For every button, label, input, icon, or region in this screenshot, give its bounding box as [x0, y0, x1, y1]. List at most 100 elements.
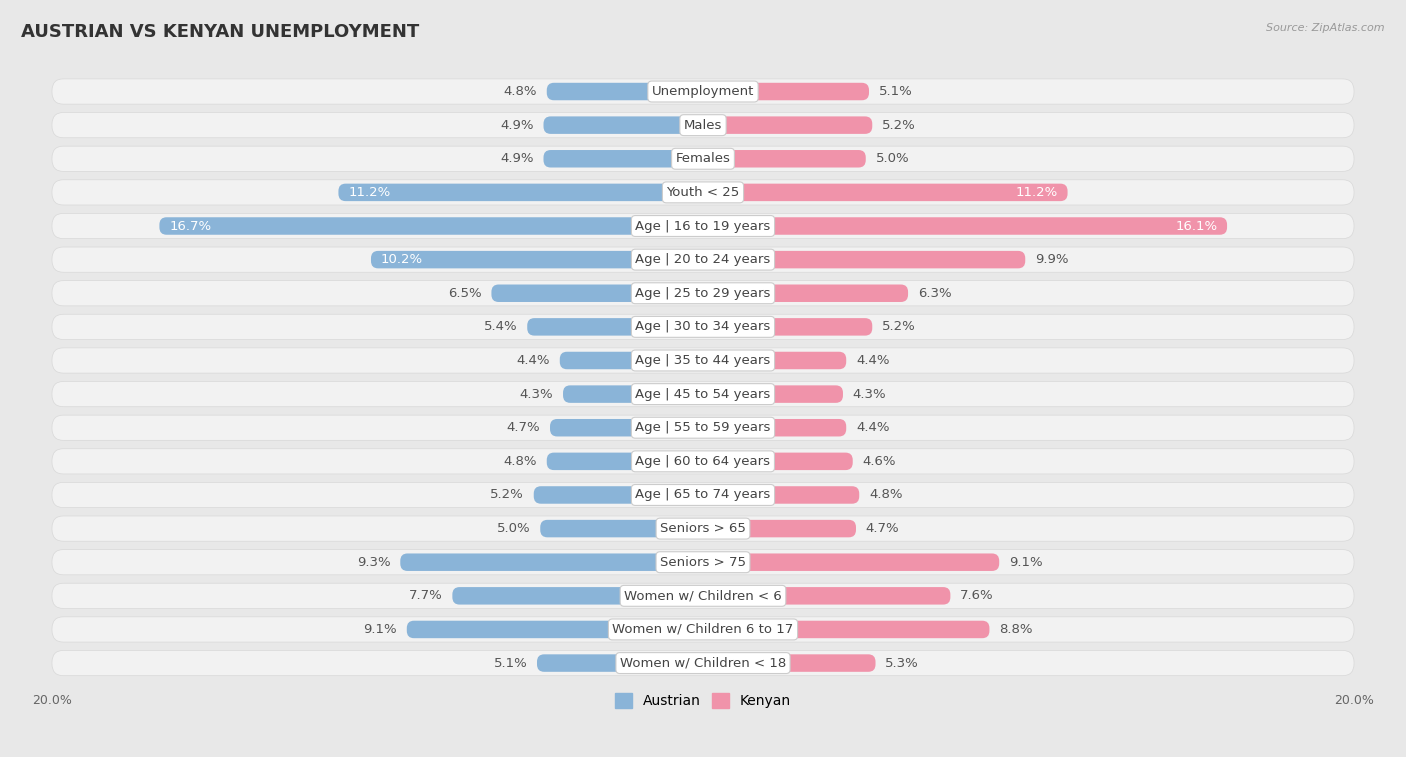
FancyBboxPatch shape: [52, 449, 1354, 474]
FancyBboxPatch shape: [371, 251, 703, 269]
FancyBboxPatch shape: [52, 179, 1354, 205]
Text: Unemployment: Unemployment: [652, 85, 754, 98]
Text: 5.2%: 5.2%: [491, 488, 524, 501]
Legend: Austrian, Kenyan: Austrian, Kenyan: [610, 688, 796, 714]
FancyBboxPatch shape: [406, 621, 703, 638]
FancyBboxPatch shape: [339, 184, 703, 201]
FancyBboxPatch shape: [52, 382, 1354, 407]
Text: 16.1%: 16.1%: [1175, 220, 1218, 232]
FancyBboxPatch shape: [52, 79, 1354, 104]
Text: Age | 65 to 74 years: Age | 65 to 74 years: [636, 488, 770, 501]
Text: Seniors > 65: Seniors > 65: [659, 522, 747, 535]
FancyBboxPatch shape: [52, 583, 1354, 609]
Text: Age | 35 to 44 years: Age | 35 to 44 years: [636, 354, 770, 367]
FancyBboxPatch shape: [703, 217, 1227, 235]
FancyBboxPatch shape: [52, 482, 1354, 508]
FancyBboxPatch shape: [703, 385, 844, 403]
FancyBboxPatch shape: [52, 415, 1354, 441]
FancyBboxPatch shape: [537, 654, 703, 671]
FancyBboxPatch shape: [562, 385, 703, 403]
Text: 10.2%: 10.2%: [381, 253, 423, 266]
Text: 5.2%: 5.2%: [882, 119, 915, 132]
FancyBboxPatch shape: [547, 83, 703, 100]
Text: Females: Females: [675, 152, 731, 165]
FancyBboxPatch shape: [703, 453, 852, 470]
Text: 6.5%: 6.5%: [449, 287, 482, 300]
FancyBboxPatch shape: [560, 352, 703, 369]
FancyBboxPatch shape: [703, 285, 908, 302]
Text: 4.6%: 4.6%: [862, 455, 896, 468]
FancyBboxPatch shape: [159, 217, 703, 235]
FancyBboxPatch shape: [52, 113, 1354, 138]
FancyBboxPatch shape: [534, 486, 703, 503]
Text: Age | 60 to 64 years: Age | 60 to 64 years: [636, 455, 770, 468]
FancyBboxPatch shape: [401, 553, 703, 571]
FancyBboxPatch shape: [540, 520, 703, 537]
Text: 9.9%: 9.9%: [1035, 253, 1069, 266]
FancyBboxPatch shape: [703, 318, 872, 335]
Text: Age | 20 to 24 years: Age | 20 to 24 years: [636, 253, 770, 266]
Text: 9.3%: 9.3%: [357, 556, 391, 569]
FancyBboxPatch shape: [703, 587, 950, 605]
Text: 4.3%: 4.3%: [852, 388, 886, 400]
Text: Women w/ Children 6 to 17: Women w/ Children 6 to 17: [613, 623, 793, 636]
FancyBboxPatch shape: [703, 654, 876, 671]
FancyBboxPatch shape: [703, 150, 866, 167]
Text: 5.4%: 5.4%: [484, 320, 517, 333]
FancyBboxPatch shape: [52, 314, 1354, 339]
FancyBboxPatch shape: [52, 348, 1354, 373]
FancyBboxPatch shape: [544, 150, 703, 167]
FancyBboxPatch shape: [52, 516, 1354, 541]
Text: 4.8%: 4.8%: [503, 85, 537, 98]
FancyBboxPatch shape: [52, 617, 1354, 642]
Text: 4.4%: 4.4%: [516, 354, 550, 367]
FancyBboxPatch shape: [544, 117, 703, 134]
Text: Age | 55 to 59 years: Age | 55 to 59 years: [636, 421, 770, 435]
Text: 6.3%: 6.3%: [918, 287, 952, 300]
FancyBboxPatch shape: [703, 419, 846, 437]
Text: Seniors > 75: Seniors > 75: [659, 556, 747, 569]
Text: Source: ZipAtlas.com: Source: ZipAtlas.com: [1267, 23, 1385, 33]
FancyBboxPatch shape: [547, 453, 703, 470]
Text: 4.3%: 4.3%: [520, 388, 554, 400]
Text: Age | 30 to 34 years: Age | 30 to 34 years: [636, 320, 770, 333]
FancyBboxPatch shape: [703, 553, 1000, 571]
FancyBboxPatch shape: [527, 318, 703, 335]
Text: 5.3%: 5.3%: [886, 656, 920, 670]
Text: Age | 45 to 54 years: Age | 45 to 54 years: [636, 388, 770, 400]
Text: Age | 16 to 19 years: Age | 16 to 19 years: [636, 220, 770, 232]
Text: 5.1%: 5.1%: [494, 656, 527, 670]
FancyBboxPatch shape: [52, 550, 1354, 575]
Text: 4.8%: 4.8%: [503, 455, 537, 468]
FancyBboxPatch shape: [52, 146, 1354, 171]
Text: 9.1%: 9.1%: [363, 623, 396, 636]
Text: 7.7%: 7.7%: [409, 590, 443, 603]
FancyBboxPatch shape: [492, 285, 703, 302]
Text: 4.9%: 4.9%: [501, 119, 534, 132]
FancyBboxPatch shape: [703, 83, 869, 100]
Text: 4.4%: 4.4%: [856, 354, 890, 367]
Text: AUSTRIAN VS KENYAN UNEMPLOYMENT: AUSTRIAN VS KENYAN UNEMPLOYMENT: [21, 23, 419, 41]
FancyBboxPatch shape: [52, 213, 1354, 238]
FancyBboxPatch shape: [52, 650, 1354, 676]
Text: 9.1%: 9.1%: [1010, 556, 1043, 569]
FancyBboxPatch shape: [453, 587, 703, 605]
Text: Youth < 25: Youth < 25: [666, 186, 740, 199]
Text: 5.0%: 5.0%: [496, 522, 530, 535]
Text: 4.7%: 4.7%: [506, 421, 540, 435]
Text: 11.2%: 11.2%: [1015, 186, 1057, 199]
FancyBboxPatch shape: [703, 486, 859, 503]
Text: 5.2%: 5.2%: [882, 320, 915, 333]
Text: 7.6%: 7.6%: [960, 590, 994, 603]
Text: 4.9%: 4.9%: [501, 152, 534, 165]
FancyBboxPatch shape: [52, 281, 1354, 306]
Text: Males: Males: [683, 119, 723, 132]
FancyBboxPatch shape: [703, 184, 1067, 201]
Text: 11.2%: 11.2%: [349, 186, 391, 199]
FancyBboxPatch shape: [550, 419, 703, 437]
Text: 4.8%: 4.8%: [869, 488, 903, 501]
Text: 8.8%: 8.8%: [1000, 623, 1033, 636]
FancyBboxPatch shape: [703, 352, 846, 369]
FancyBboxPatch shape: [703, 520, 856, 537]
FancyBboxPatch shape: [52, 247, 1354, 273]
